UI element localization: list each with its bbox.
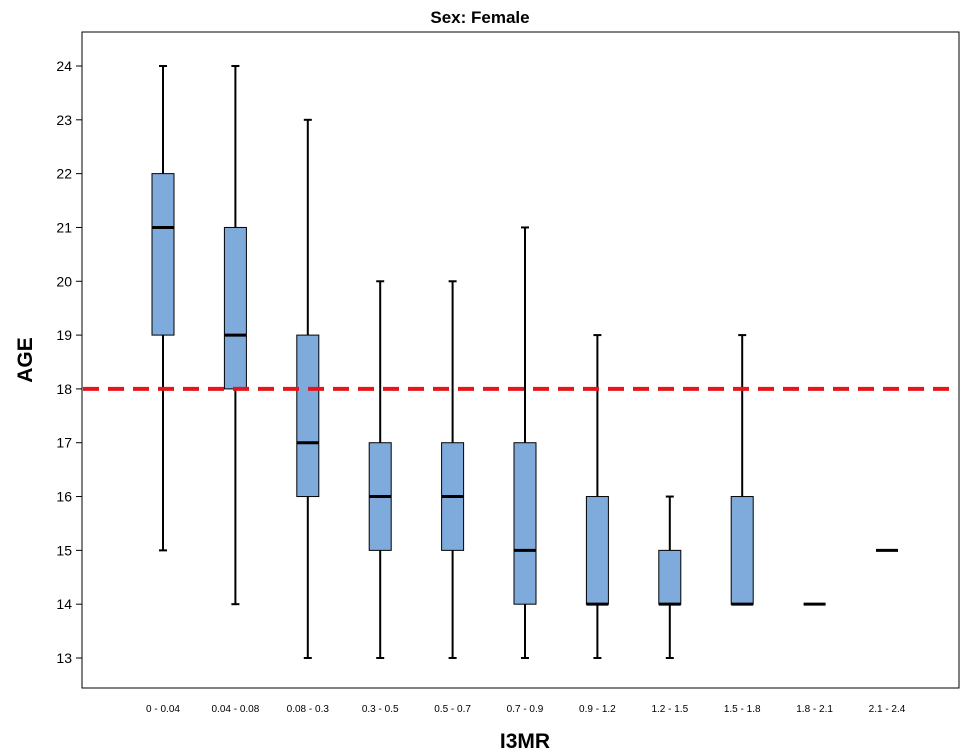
box-4 [441,280,465,659]
box-3 [368,280,392,659]
y-tick-label: 19 [56,327,72,343]
y-tick-label: 21 [56,219,72,235]
box-iqr [730,496,754,605]
x-tick-label: 1.5 - 1.8 [724,704,761,715]
y-tick-label: 13 [56,650,72,666]
x-tick-label: 0 - 0.04 [146,704,180,715]
box-iqr [585,496,609,605]
box-7 [658,495,682,659]
x-tick-label: 0.5 - 0.7 [434,704,471,715]
box-iqr [151,173,175,336]
x-axis-label: I3MR [500,730,550,753]
x-tick-label: 1.2 - 1.5 [651,704,688,715]
box-1 [223,65,247,606]
y-axis-label: AGE [14,337,37,383]
box-5 [513,226,537,659]
box-0 [151,65,175,552]
x-axis: 0 - 0.04 0.04 - 0.08 0.08 - 0.3 0.3 - 0.5 0.… [146,704,906,715]
y-tick-label: 18 [56,381,72,397]
box-2 [296,118,320,659]
y-tick-label: 22 [56,166,72,182]
x-tick-label: 2.1 - 2.4 [869,704,906,715]
box-series [151,65,898,659]
box-8 [730,334,754,606]
y-tick-label: 14 [56,596,72,612]
box-iqr [513,442,537,605]
x-tick-label: 0.7 - 0.9 [507,704,544,715]
x-tick-label: 1.8 - 2.1 [796,704,833,715]
chart-title: Sex: Female [430,8,529,27]
y-tick-label: 23 [56,112,72,128]
box-6 [585,334,609,659]
x-tick-label: 0.3 - 0.5 [362,704,399,715]
y-tick-label: 24 [56,58,72,74]
box-iqr [223,226,247,390]
x-tick-label: 0.08 - 0.3 [287,704,330,715]
y-tick-label: 16 [56,489,72,505]
y-tick-label: 17 [56,435,72,451]
box-iqr [658,549,682,605]
box-iqr [296,334,320,498]
x-tick-label: 0.9 - 1.2 [579,704,616,715]
y-axis: 13 14 15 16 17 18 19 20 21 22 23 24 [56,58,82,666]
y-tick-label: 15 [56,542,72,558]
y-tick-label: 20 [56,273,72,289]
x-tick-label: 0.04 - 0.08 [211,704,259,715]
plot-area-frame [81,31,960,689]
